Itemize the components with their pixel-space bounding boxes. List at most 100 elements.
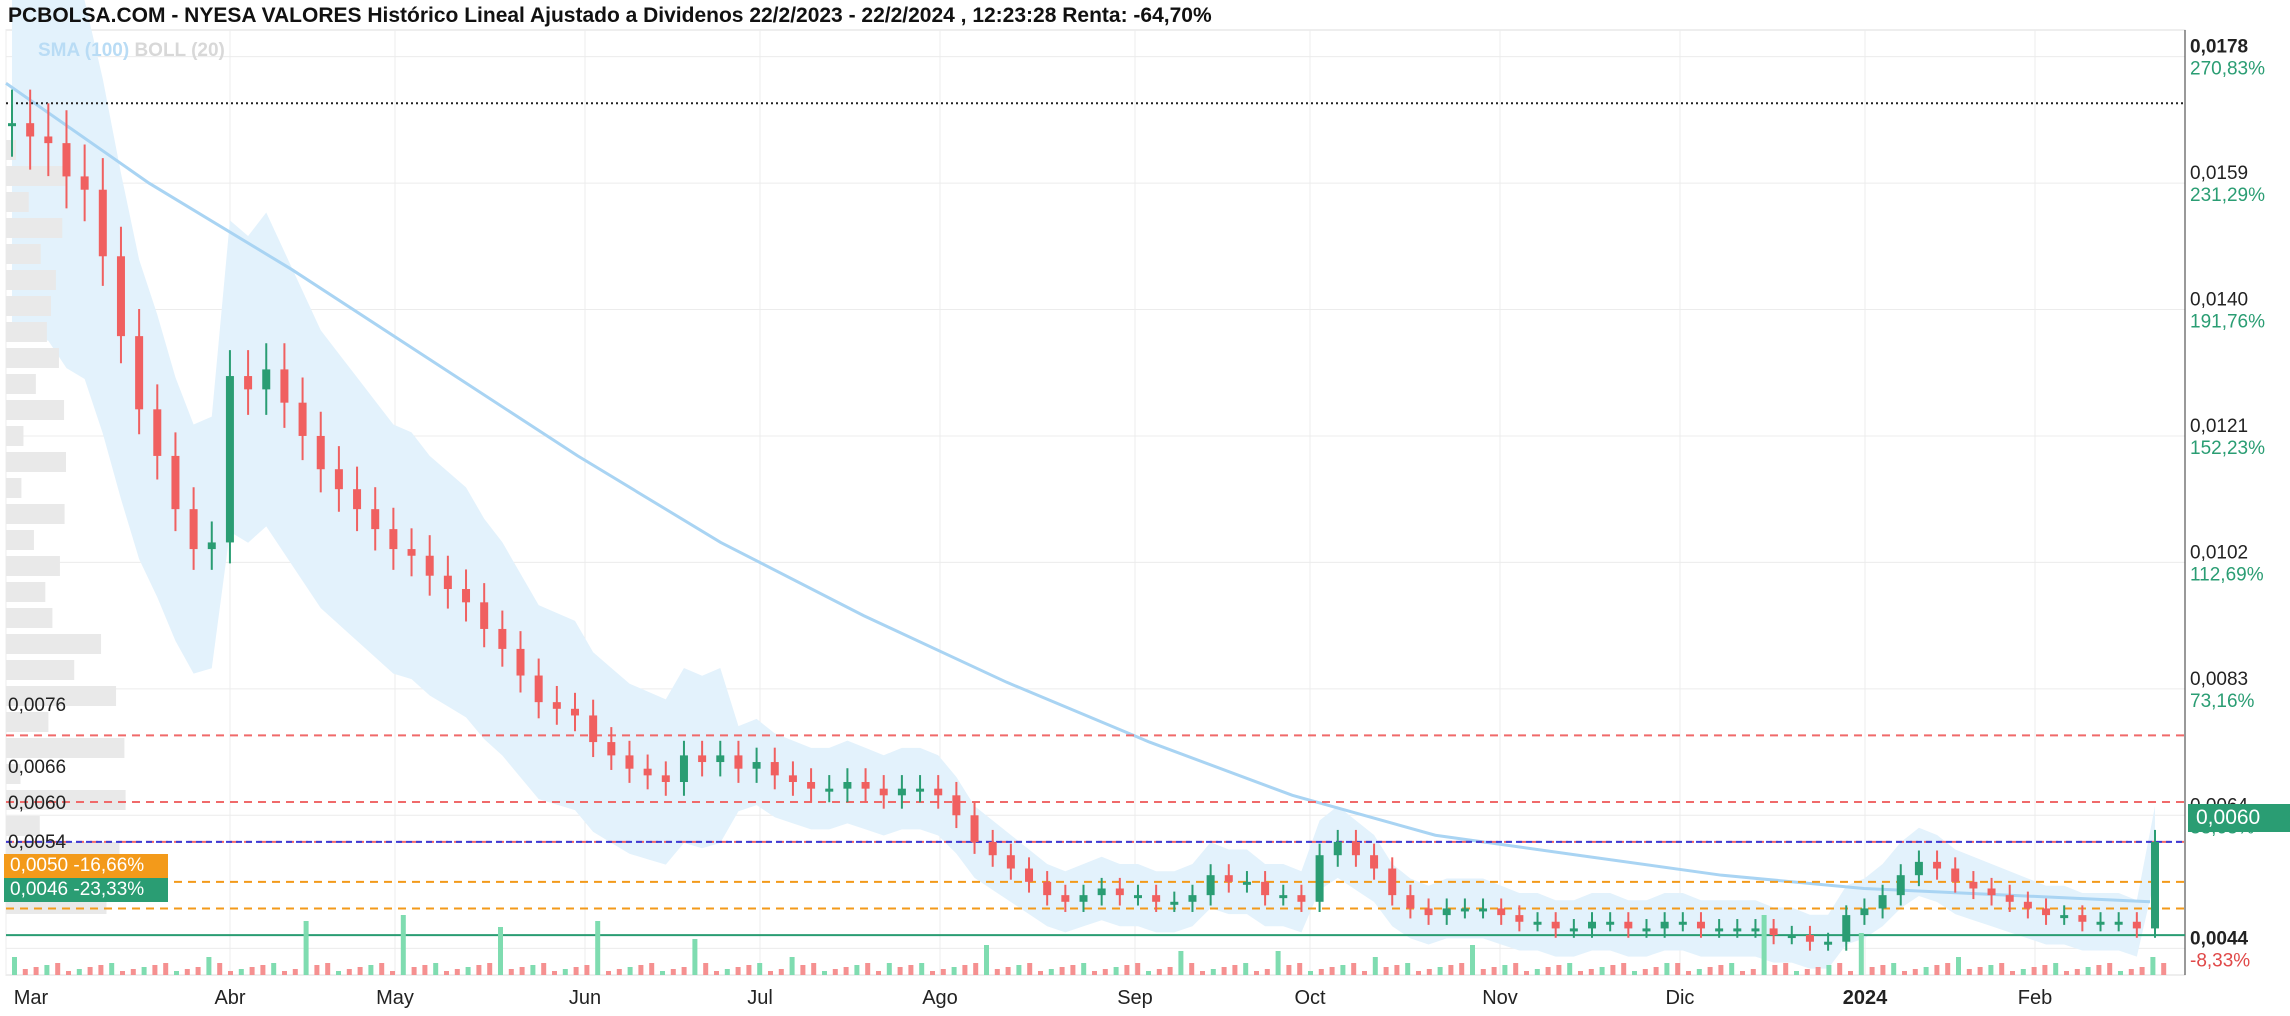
volume-bar (1394, 965, 1400, 975)
candle-body (2114, 921, 2123, 925)
volume-bar (573, 967, 579, 975)
y-tick-pct: 270,83% (2190, 59, 2265, 80)
volume-bar (1005, 967, 1011, 975)
volume-bar (1556, 965, 1562, 975)
volume-bar (1135, 963, 1141, 975)
volume-bar (757, 963, 763, 975)
volume-bar (1902, 971, 1907, 975)
volume-bar (1016, 965, 1022, 975)
candle-body (1079, 895, 1088, 902)
volume-profile-bar (6, 712, 49, 732)
x-tick-label: Nov (1482, 987, 1518, 1009)
volume-bar (336, 971, 341, 975)
candle-body (1896, 875, 1905, 896)
candle-body (2042, 908, 2051, 916)
volume-bar (778, 969, 784, 975)
volume-bar (1610, 965, 1616, 975)
volume-bar (1653, 967, 1659, 975)
candle-body (1660, 921, 1669, 929)
volume-bar (1718, 965, 1724, 975)
candle-body (589, 715, 598, 743)
volume-profile-bar (6, 608, 53, 628)
volume-bar (876, 971, 881, 975)
candle-body (643, 768, 652, 776)
volume-bar (1524, 971, 1529, 975)
volume-profile-bar (6, 400, 65, 420)
volume-profile-bar (6, 296, 51, 316)
volume-bar (2010, 971, 2015, 975)
candle-body (552, 702, 561, 709)
volume-bar (1156, 969, 1162, 975)
volume-bar (1578, 971, 1583, 975)
candle-body (1460, 908, 1469, 912)
candle-body (1588, 921, 1597, 929)
candle-body (1569, 928, 1578, 932)
volume-bar (1254, 971, 1259, 975)
volume-bar (303, 921, 309, 975)
candle-body (570, 708, 579, 716)
volume-bar (1264, 969, 1270, 975)
y-tick-pct: -8,33% (2190, 950, 2250, 971)
candle-body (1805, 935, 1814, 942)
volume-bar (1567, 963, 1573, 975)
volume-bar (865, 963, 871, 975)
volume-profile-bar (6, 634, 102, 654)
volume-bar (411, 967, 417, 975)
volume-profile-bar (6, 244, 41, 264)
candle-body (534, 675, 543, 703)
candle-body (298, 402, 307, 436)
candle-body (244, 376, 253, 390)
volume-bar (2161, 963, 2167, 975)
candle-body (1969, 881, 1978, 889)
candle-body (44, 136, 53, 144)
x-tick-label: Dic (1666, 987, 1695, 1009)
volume-bar (1491, 967, 1497, 975)
volume-bar (2042, 965, 2048, 975)
x-tick-label: Mar (14, 987, 49, 1009)
volume-bar (1275, 951, 1281, 975)
candle-body (1424, 908, 1433, 916)
volume-bar (2053, 963, 2059, 975)
candle-body (679, 755, 688, 783)
volume-bar (1318, 969, 1324, 975)
volume-bar (1340, 965, 1346, 975)
volume-bar (735, 967, 741, 975)
volume-profile-bar (6, 478, 22, 498)
bollinger-band (12, 0, 2155, 969)
candle-body (116, 256, 125, 337)
volume-bar (1221, 967, 1227, 975)
volume-profile-bar (6, 270, 56, 290)
volume-bar (1372, 957, 1378, 975)
volume-bar (1740, 971, 1745, 975)
x-tick-label: Jun (569, 987, 601, 1009)
y-tick-pct: 73,16% (2190, 691, 2255, 712)
volume-bar (984, 945, 989, 975)
volume-bar (1977, 967, 1983, 975)
volume-bar (703, 963, 709, 975)
volume-bar (1923, 967, 1929, 975)
volume-profile-bar (6, 556, 60, 576)
candle-body (225, 376, 234, 543)
volume-profile-bar (6, 218, 63, 238)
volume-bar (1189, 963, 1195, 975)
volume-bar (1308, 971, 1313, 975)
volume-profile-bar (6, 426, 24, 446)
volume-bar (1545, 967, 1551, 975)
y-tick-price: 0,0102 (2190, 542, 2248, 563)
y-tick-price: 0,0178 (2190, 37, 2248, 58)
candle-body (316, 435, 325, 470)
volume-bar (595, 921, 601, 975)
candle-body (716, 755, 725, 763)
volume-bar (616, 969, 622, 975)
candle-body (1860, 908, 1869, 916)
volume-bar (1966, 969, 1972, 975)
volume-bar (562, 969, 568, 975)
volume-bar (498, 927, 503, 975)
candle-body (1769, 928, 1778, 936)
volume-bar (746, 965, 752, 975)
candle-body (353, 489, 362, 510)
volume-bar (2128, 969, 2134, 975)
candle-body (1315, 855, 1324, 902)
x-tick-label: Sep (1117, 987, 1153, 1009)
candle-body (2151, 841, 2159, 929)
